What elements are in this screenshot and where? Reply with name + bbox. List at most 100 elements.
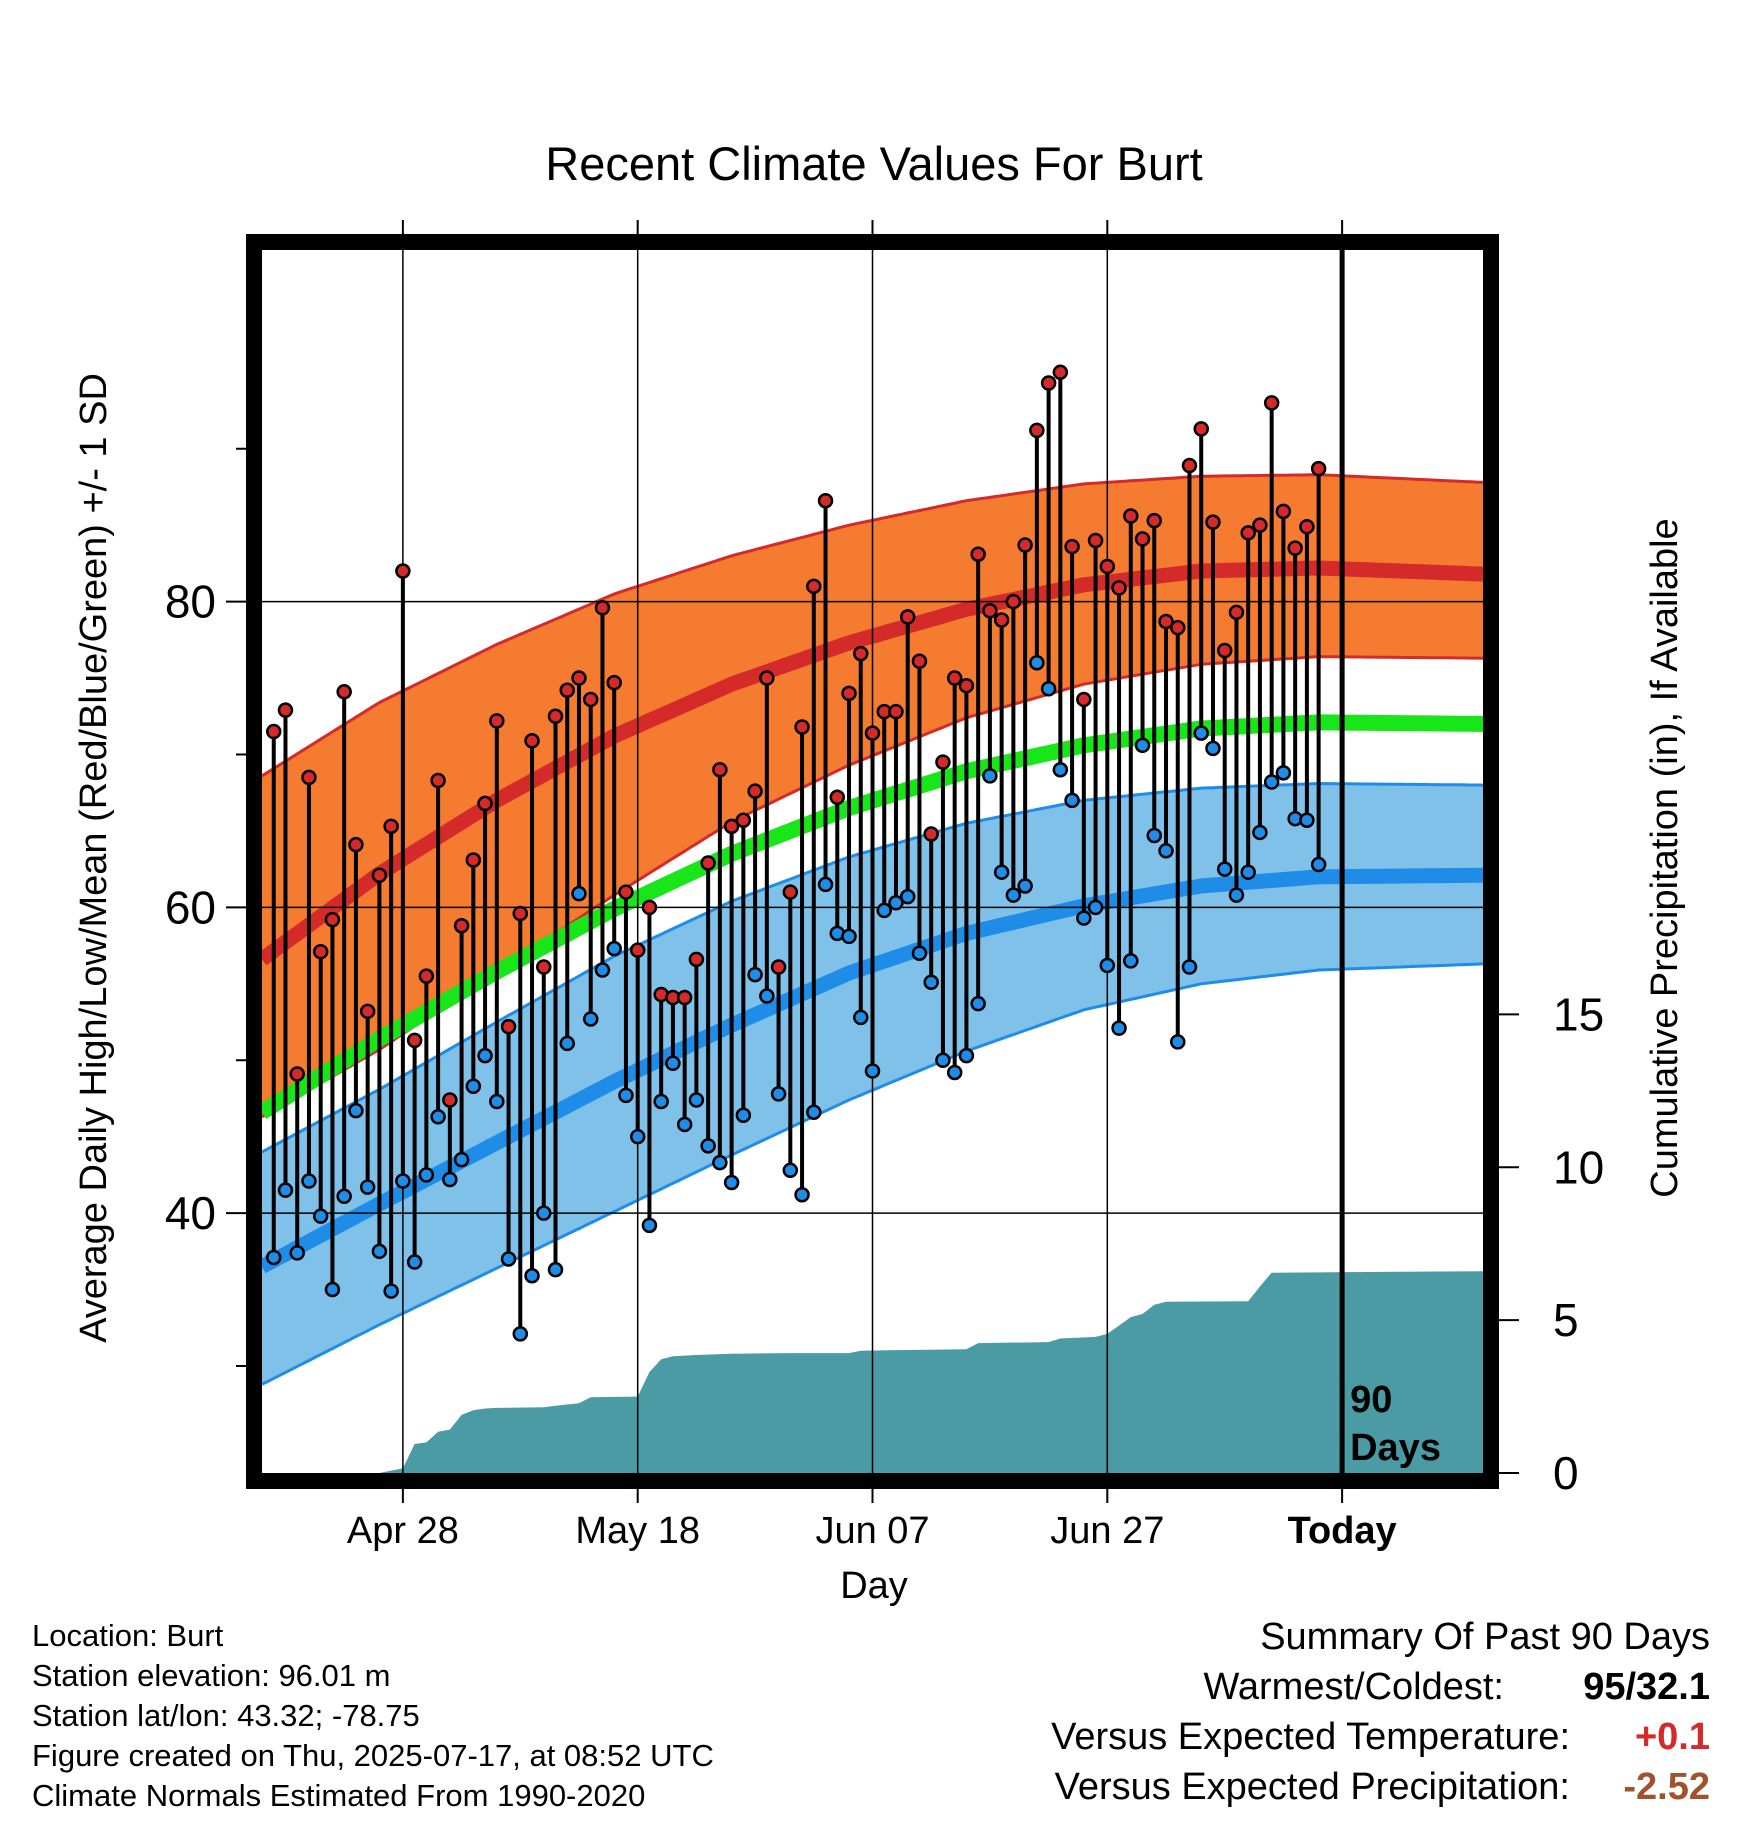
daily-low-point (383, 1283, 399, 1299)
daily-high-point (1216, 642, 1233, 659)
daily-high-point (1052, 364, 1069, 381)
daily-low-point (1205, 740, 1221, 757)
daily-high-point (618, 884, 634, 900)
daily-high-point (1064, 538, 1080, 555)
daily-low-point (876, 902, 892, 919)
y-tick-label: 60 (165, 881, 216, 933)
daily-high-point (1111, 580, 1127, 596)
plot-area: 90 Days Apr 28 May 18 Jun 07 Jun 27 Today 40 60 8… (165, 220, 1604, 1552)
y2-axis-label: Cumulative Precipitation (in), If Availa… (1644, 518, 1686, 1197)
daily-low-point (547, 1261, 564, 1278)
daily-low-point (958, 1047, 975, 1064)
precip-label: Versus Expected Precipitation: (1054, 1766, 1570, 1808)
x-tick-label: Apr 28 (347, 1510, 459, 1552)
temp-value: +0.1 (1634, 1716, 1710, 1758)
warm-cold-value: 95/32.1 (1583, 1666, 1710, 1708)
daily-high-point (806, 578, 822, 595)
daily-low-point (853, 1009, 869, 1026)
daily-low-point (700, 1138, 716, 1154)
station-info: Location: Burt Station elevation: 96.01 … (32, 1616, 714, 1816)
daily-high-point (348, 836, 364, 853)
y-axis-label: Average Daily High/Low/Mean (Red/Blue/Gr… (73, 373, 115, 1343)
daily-high-point (853, 645, 869, 662)
daily-low-point (430, 1109, 446, 1125)
daily-low-point (1029, 655, 1045, 671)
daily-high-point (301, 769, 317, 786)
daily-low-point (1181, 959, 1198, 975)
daily-high-point (465, 852, 482, 868)
temp-row: Versus Expected Temperature: +0.1 (890, 1712, 1710, 1762)
daily-high-point (489, 713, 505, 729)
daily-low-point (1111, 1020, 1127, 1036)
daily-low-point (618, 1087, 634, 1104)
daily-high-point (747, 783, 763, 799)
daily-low-point (1052, 762, 1069, 778)
y2-tick-label: 5 (1553, 1294, 1579, 1346)
daily-high-point (970, 546, 986, 562)
daily-high-point (559, 682, 575, 699)
daily-low-point (993, 864, 1010, 880)
daily-high-point (1146, 512, 1163, 529)
normals-text: Climate Normals Estimated From 1990-2020 (32, 1778, 646, 1813)
daily-low-point (536, 1205, 552, 1221)
daily-low-point (712, 1154, 728, 1171)
daily-low-point (888, 895, 904, 911)
daily-low-point (1040, 681, 1057, 697)
warm-cold-row: Warmest/Coldest: 95/32.1 (890, 1662, 1710, 1712)
daily-low-point (371, 1243, 388, 1260)
created-text: Figure created on Thu, 2025-07-17, at 08… (32, 1738, 714, 1773)
daily-low-point (641, 1217, 658, 1234)
elevation-text: Station elevation: 96.01 m (32, 1658, 391, 1693)
summary-panel: Summary Of Past 90 Days Warmest/Coldest:… (890, 1612, 1710, 1812)
daily-low-point (806, 1104, 822, 1120)
today-annotation-line1: 90 (1350, 1379, 1392, 1421)
daily-high-point (277, 702, 294, 718)
daily-high-point (712, 762, 728, 778)
chart-title: Recent Climate Values For Burt (545, 137, 1202, 190)
daily-high-point (700, 855, 716, 871)
daily-low-point (559, 1035, 575, 1052)
daily-low-point (759, 988, 775, 1004)
daily-high-point (641, 899, 658, 916)
daily-low-point (1275, 765, 1292, 781)
daily-high-point (500, 1018, 517, 1035)
daily-low-point (301, 1173, 317, 1189)
daily-high-point (864, 725, 881, 741)
daily-low-point (336, 1188, 352, 1205)
daily-high-point (723, 818, 740, 835)
daily-high-point (289, 1066, 305, 1082)
daily-high-point (1193, 421, 1209, 437)
daily-low-point (629, 1128, 646, 1145)
daily-high-point (935, 754, 951, 770)
daily-high-point (1228, 604, 1245, 621)
daily-high-point (1275, 503, 1292, 520)
daily-low-point (465, 1078, 482, 1094)
daily-high-point (946, 670, 963, 686)
daily-low-point (735, 1107, 752, 1124)
daily-low-point (1123, 953, 1139, 969)
today-annotation-line2: Days (1350, 1427, 1441, 1469)
daily-high-point (759, 670, 775, 686)
daily-low-point (312, 1208, 329, 1224)
daily-high-point (477, 795, 493, 812)
daily-low-point (1005, 887, 1022, 903)
daily-low-point (524, 1268, 540, 1284)
daily-high-point (1134, 531, 1151, 547)
daily-low-point (676, 1116, 693, 1133)
precip-row: Versus Expected Precipitation: -2.52 (890, 1762, 1710, 1812)
daily-high-point (841, 685, 857, 702)
daily-high-point (582, 691, 599, 708)
daily-high-point (336, 684, 352, 700)
daily-low-point (1076, 910, 1092, 926)
x-tick-label: Jun 27 (1050, 1510, 1164, 1552)
daily-low-point (1170, 1034, 1186, 1050)
daily-low-point (1146, 827, 1163, 844)
daily-low-point (782, 1162, 799, 1179)
daily-low-point (1228, 887, 1245, 903)
warm-cold-label: Warmest/Coldest: (1203, 1666, 1504, 1708)
daily-high-point (265, 723, 282, 740)
daily-low-point (946, 1064, 963, 1081)
daily-high-point (817, 492, 834, 509)
daily-high-point (1252, 517, 1268, 533)
daily-high-point (1029, 422, 1045, 439)
